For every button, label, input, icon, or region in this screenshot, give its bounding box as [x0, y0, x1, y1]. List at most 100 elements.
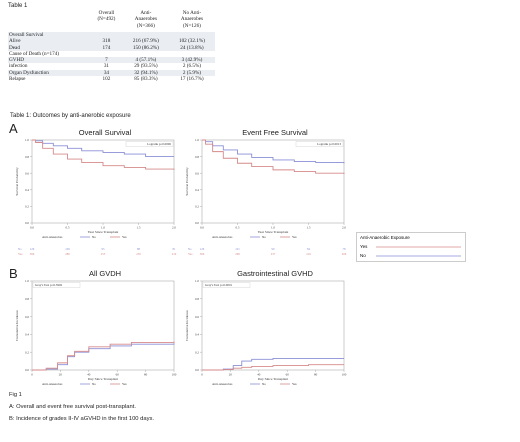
- legend-no-label: No: [360, 253, 366, 258]
- panel-label-a: A: [9, 121, 18, 136]
- risk-row-label: Yes: [188, 252, 193, 256]
- y-tick-label: 0.8: [25, 297, 29, 301]
- y-tick-label: 0.6: [195, 315, 199, 319]
- risk-legend-label: Anti-Anaerobes: [42, 382, 63, 386]
- figure-caption-b: B: Incidence of grades II-IV aGVHD in th…: [9, 416, 154, 422]
- test-statistic: Gray's Test p=0.0001: [205, 283, 233, 287]
- risk-row-label: No: [18, 247, 22, 251]
- test-box: [295, 141, 344, 147]
- figure-caption-a: A: Overall and event free survival post-…: [9, 404, 136, 410]
- table-cell: 150 (86.2%): [122, 44, 169, 51]
- test-box: [125, 141, 174, 147]
- table-cell: 17 (16.7%): [180, 76, 204, 83]
- risk-count: 289: [65, 252, 70, 256]
- x-tick-label: 0: [201, 373, 203, 377]
- plot-frame: [201, 280, 345, 371]
- risk-legend-label: Anti-Anaerobes: [42, 235, 63, 239]
- series-line-no: [202, 139, 345, 164]
- table-header-cell: Anti- Anaerobes (N=366): [134, 10, 157, 29]
- y-tick-label: 0.2: [25, 205, 29, 209]
- table-row-label: Relapse: [9, 76, 26, 83]
- table-row-label: Cause of Death (n=174): [9, 50, 60, 57]
- x-tick-label: 2.0: [342, 226, 346, 230]
- y-tick-label: 0.4: [195, 333, 199, 337]
- risk-count: 268: [235, 252, 240, 256]
- y-tick-label: 0.4: [25, 333, 29, 337]
- x-tick-label: 0.5: [236, 226, 240, 230]
- y-tick-label: 0.0: [195, 368, 199, 372]
- series-line-yes: [32, 139, 175, 170]
- test-statistic: Logrank p=0.0006: [147, 142, 171, 146]
- figure-caption-label: Fig 1: [9, 392, 22, 398]
- table-cell: [122, 32, 169, 39]
- y-tick-label: 0.0: [25, 221, 29, 225]
- risk-count: 88: [137, 247, 141, 251]
- table-header-row: Overall (N=492) Anti- Anaerobes (N=366) No…: [8, 10, 215, 32]
- x-tick-label: 60: [116, 373, 120, 377]
- table-row-label: Overall Survival: [8, 32, 90, 39]
- risk-count: 216: [306, 252, 311, 256]
- x-tick-label: 0.0: [30, 226, 34, 230]
- table-cell: 31: [103, 63, 110, 70]
- table-cell: 3 (42.9%): [168, 57, 215, 64]
- table-row-label: Alive: [8, 38, 90, 45]
- table-row: Dead 174 150 (86.2%) 24 (13.8%): [8, 44, 215, 51]
- table-cell: 2 (5.9%): [168, 69, 215, 77]
- x-tick-label: 2.0: [172, 226, 176, 230]
- y-axis-label: Cumulative Incidence: [15, 310, 19, 341]
- y-tick-label: 0.6: [25, 315, 29, 319]
- x-tick-label: 1.0: [271, 226, 275, 230]
- risk-count: 366: [30, 252, 35, 256]
- y-tick-label: 0.2: [195, 350, 199, 354]
- panel-label-b: B: [9, 266, 18, 281]
- risk-legend-no: No: [92, 235, 96, 239]
- x-tick-label: 0: [31, 373, 33, 377]
- plot-frame: [31, 280, 175, 371]
- risk-row-label: Yes: [18, 252, 23, 256]
- table-cell: 29 (93.5%): [134, 63, 158, 70]
- table-cell: 216 (67.9%): [122, 38, 169, 45]
- risk-count: 126: [200, 247, 205, 251]
- y-tick-label: 0.0: [25, 368, 29, 372]
- x-tick-label: 40: [257, 373, 261, 377]
- y-tick-label: 0.4: [195, 188, 199, 192]
- risk-count: 366: [200, 252, 205, 256]
- table-note: Table 1: Outcomes by anti-anerobic expos…: [10, 113, 131, 119]
- x-tick-label: 0.0: [200, 226, 204, 230]
- x-tick-label: 20: [59, 373, 63, 377]
- test-box: [32, 282, 81, 288]
- x-axis-label: Year Since Transplant: [258, 230, 289, 234]
- x-tick-label: 80: [314, 373, 318, 377]
- x-tick-label: 100: [342, 373, 347, 377]
- y-tick-label: 0.6: [195, 171, 199, 175]
- y-axis-label: Survival Probability: [15, 167, 19, 196]
- y-tick-label: 0.6: [25, 171, 29, 175]
- table-cell: 32 (94.1%): [122, 69, 169, 77]
- risk-row-label: No: [188, 247, 192, 251]
- y-tick-label: 0.4: [25, 188, 29, 192]
- y-tick-label: 0.8: [195, 297, 199, 301]
- risk-legend-yes: Yes: [292, 235, 297, 239]
- y-tick-label: 0.2: [195, 205, 199, 209]
- table-header-cell: Overall (N=492): [97, 10, 116, 23]
- risk-legend-label: Anti-Anaerobes: [212, 235, 233, 239]
- risk-count: 219: [172, 252, 177, 256]
- risk-count: 90: [272, 247, 276, 251]
- plot-title-os: Overall Survival: [78, 128, 132, 137]
- x-axis-label: Day Since Transplant: [258, 377, 288, 381]
- test-statistic: Logrank p=0.0013: [317, 142, 341, 146]
- test-box: [202, 282, 251, 288]
- risk-legend-yes: Yes: [122, 382, 127, 386]
- y-tick-label: 0.0: [195, 221, 199, 225]
- risk-legend-no: No: [262, 382, 266, 386]
- outcomes-table: Overall (N=492) Anti- Anaerobes (N=366) No…: [8, 10, 215, 82]
- risk-count: 230: [136, 252, 141, 256]
- x-tick-label: 1.0: [101, 226, 105, 230]
- table-row-label: Organ Dysfunction: [8, 69, 90, 77]
- table-row: Organ Dysfunction 34 32 (94.1%) 2 (5.9%): [8, 69, 215, 77]
- risk-count: 109: [65, 247, 70, 251]
- plot-title-gvhd: All GVDH: [88, 269, 122, 278]
- y-tick-label: 0.8: [195, 155, 199, 159]
- ci-plot-gi-gvhd: 0.0 0.2 0.4 0.6 0.8 1.0 0 20 40 60 80 100 Day Since …: [185, 279, 347, 386]
- risk-legend-label: Anti-Anaerobes: [212, 382, 233, 386]
